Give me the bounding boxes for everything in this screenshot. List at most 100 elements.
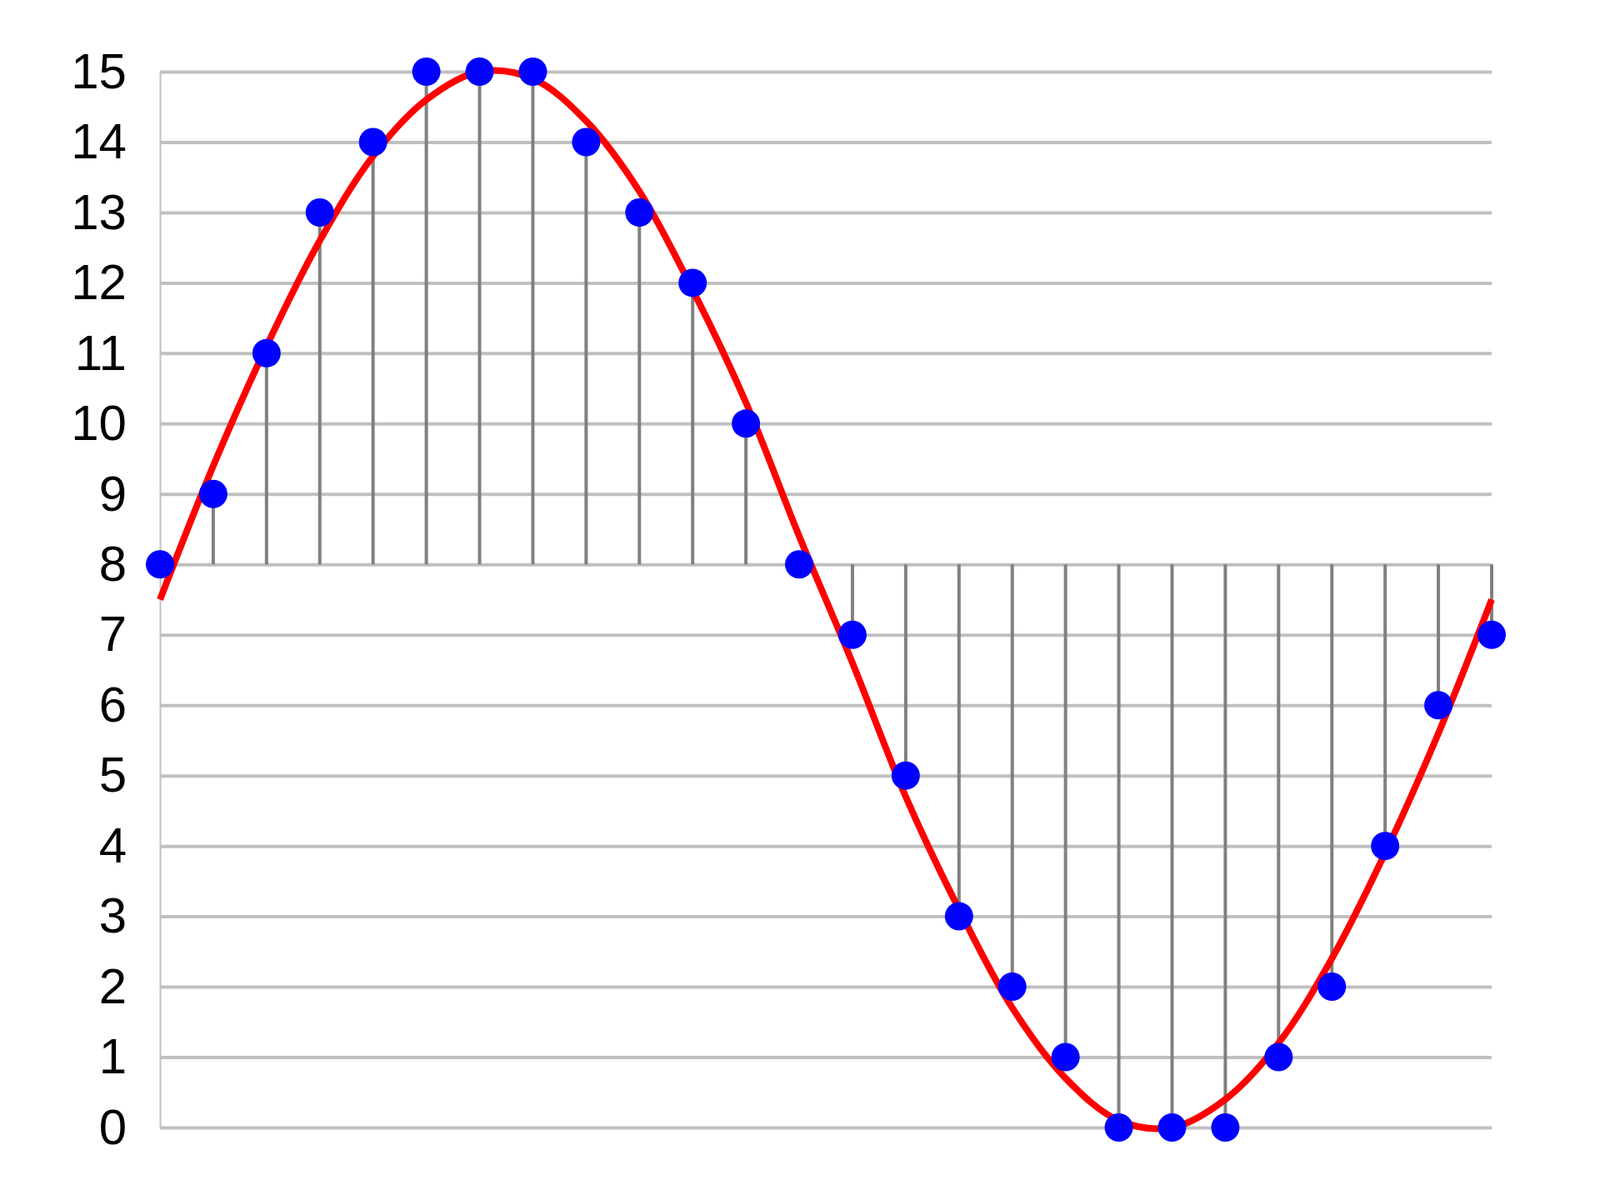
y-tick-label: 12: [70, 254, 127, 310]
sample-point: [359, 127, 388, 156]
grid-line: [160, 1126, 1492, 1130]
grid-line: [160, 281, 1492, 285]
y-tick: 8: [99, 535, 1492, 592]
stem: [478, 71, 482, 565]
marks: [145, 57, 1506, 1142]
sample-point: [998, 972, 1027, 1001]
y-tick-label: 10: [70, 395, 127, 451]
y-tick: 15: [70, 43, 1492, 100]
curve: [160, 70, 1492, 1130]
stem: [1436, 564, 1440, 705]
sample-point: [571, 127, 600, 156]
y-tick: 0: [99, 1099, 1492, 1155]
y-tick: 6: [99, 676, 1492, 733]
sample-point: [891, 761, 920, 790]
y-tick: 11: [75, 325, 1492, 381]
stem: [1330, 564, 1334, 987]
sample-point: [1317, 972, 1346, 1001]
stem: [318, 212, 322, 565]
y-tick-label: 0: [99, 1099, 127, 1155]
stem: [530, 71, 535, 565]
plot: 0123456789101112131415: [70, 43, 1506, 1155]
y-tick-label: 4: [99, 817, 127, 874]
y-tick-label: 3: [99, 887, 127, 944]
sample-point: [945, 902, 974, 931]
sample-point: [1370, 831, 1400, 860]
grid-line: [160, 492, 1492, 496]
grid-line: [160, 774, 1492, 778]
y-tick-label: 7: [99, 605, 127, 662]
y-tick: 7: [99, 605, 1492, 662]
sample-point: [518, 57, 547, 86]
y-tick: 5: [99, 746, 1492, 803]
stem: [265, 353, 269, 565]
stem: [1117, 564, 1121, 1128]
lines: [160, 70, 1492, 1130]
chart: 0123456789101112131415: [0, 0, 1600, 1200]
stem: [371, 141, 375, 565]
sample-point: [252, 339, 281, 368]
y-axis: 0123456789101112131415: [70, 43, 1492, 1155]
stem: [957, 564, 961, 916]
stem: [425, 71, 429, 565]
y-tick-label: 5: [99, 746, 127, 803]
y-tick: 2: [99, 958, 1492, 1015]
y-tick-label: 9: [99, 465, 127, 522]
y-tick-label: 14: [70, 113, 127, 170]
sample-point: [465, 57, 495, 86]
grid-line: [160, 70, 1492, 75]
stem: [744, 423, 748, 565]
sample-point: [199, 480, 228, 509]
y-tick-label: 15: [70, 43, 127, 100]
sample-point: [1210, 1113, 1240, 1142]
stem: [1170, 564, 1174, 1128]
y-tick: 3: [99, 887, 1492, 944]
grid-line: [160, 915, 1492, 919]
sample-point: [1051, 1043, 1080, 1072]
grid-line: [160, 845, 1492, 849]
grid-line: [160, 985, 1492, 990]
y-tick: 4: [99, 817, 1492, 874]
points: [145, 57, 1506, 1142]
sample-point: [1477, 620, 1506, 650]
y-tick-label: 2: [99, 958, 127, 1015]
sample-point: [145, 550, 175, 579]
y-tick: 14: [70, 113, 1492, 170]
sample-point: [412, 57, 441, 86]
sample-point: [785, 550, 814, 579]
grid-line: [160, 563, 1492, 567]
stem: [1383, 564, 1387, 846]
stem: [904, 564, 908, 775]
y-tick-label: 11: [75, 325, 127, 381]
y-tick: 9: [99, 465, 1492, 522]
stem: [1010, 564, 1015, 987]
stem: [690, 282, 695, 565]
sample-point: [678, 268, 707, 297]
stem: [1276, 564, 1280, 1057]
y-tick-label: 13: [70, 184, 127, 240]
sample-point: [1264, 1043, 1293, 1072]
grid-line: [160, 422, 1492, 426]
y-tick: 10: [70, 395, 1492, 451]
y-tick: 12: [70, 254, 1492, 310]
y-tick-label: 1: [99, 1028, 127, 1085]
y-tick-label: 8: [99, 535, 127, 592]
grid-line: [160, 210, 1492, 215]
sample-point: [1157, 1113, 1186, 1142]
grid-line: [160, 704, 1492, 708]
sample-point: [838, 620, 867, 650]
stem: [1064, 564, 1068, 1057]
sample-point: [1424, 690, 1453, 720]
stem: [584, 141, 588, 565]
sample-point: [1105, 1113, 1134, 1142]
y-axis-line: [160, 72, 162, 1129]
sample-point: [731, 409, 760, 438]
stem: [1223, 564, 1227, 1128]
grid-line: [160, 351, 1492, 355]
stem: [637, 212, 641, 565]
sample-point: [305, 198, 335, 227]
y-tick-label: 6: [99, 676, 127, 733]
grid-line: [160, 633, 1492, 637]
y-tick: 13: [70, 184, 1492, 240]
sample-point: [625, 198, 654, 227]
